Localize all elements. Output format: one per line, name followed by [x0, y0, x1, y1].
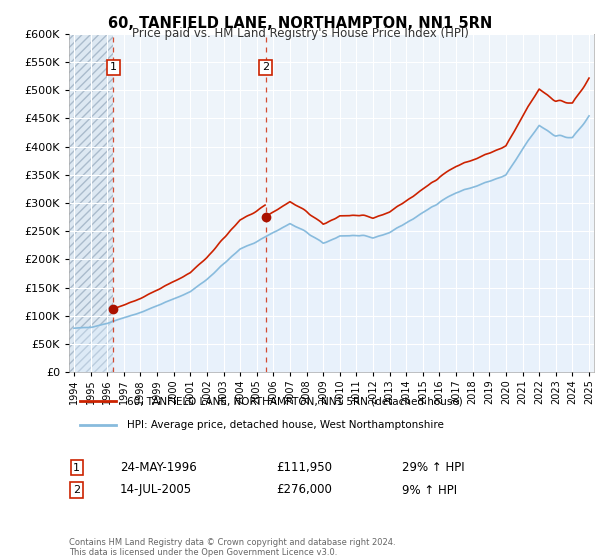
Text: 24-MAY-1996: 24-MAY-1996: [120, 461, 197, 474]
Text: £276,000: £276,000: [276, 483, 332, 497]
Text: Contains HM Land Registry data © Crown copyright and database right 2024.
This d: Contains HM Land Registry data © Crown c…: [69, 538, 395, 557]
Text: 60, TANFIELD LANE, NORTHAMPTON, NN1 5RN (detached house): 60, TANFIELD LANE, NORTHAMPTON, NN1 5RN …: [127, 396, 463, 407]
Text: 2: 2: [73, 485, 80, 495]
Text: 60, TANFIELD LANE, NORTHAMPTON, NN1 5RN: 60, TANFIELD LANE, NORTHAMPTON, NN1 5RN: [108, 16, 492, 31]
Text: 29% ↑ HPI: 29% ↑ HPI: [402, 461, 464, 474]
Text: 2: 2: [262, 63, 269, 72]
Text: 14-JUL-2005: 14-JUL-2005: [120, 483, 192, 497]
Bar: [65, 6, 113, 372]
Text: 9% ↑ HPI: 9% ↑ HPI: [402, 483, 457, 497]
Text: £111,950: £111,950: [276, 461, 332, 474]
Text: 1: 1: [110, 63, 117, 72]
Text: Price paid vs. HM Land Registry's House Price Index (HPI): Price paid vs. HM Land Registry's House …: [131, 27, 469, 40]
Text: 1: 1: [73, 463, 80, 473]
Text: HPI: Average price, detached house, West Northamptonshire: HPI: Average price, detached house, West…: [127, 419, 443, 430]
